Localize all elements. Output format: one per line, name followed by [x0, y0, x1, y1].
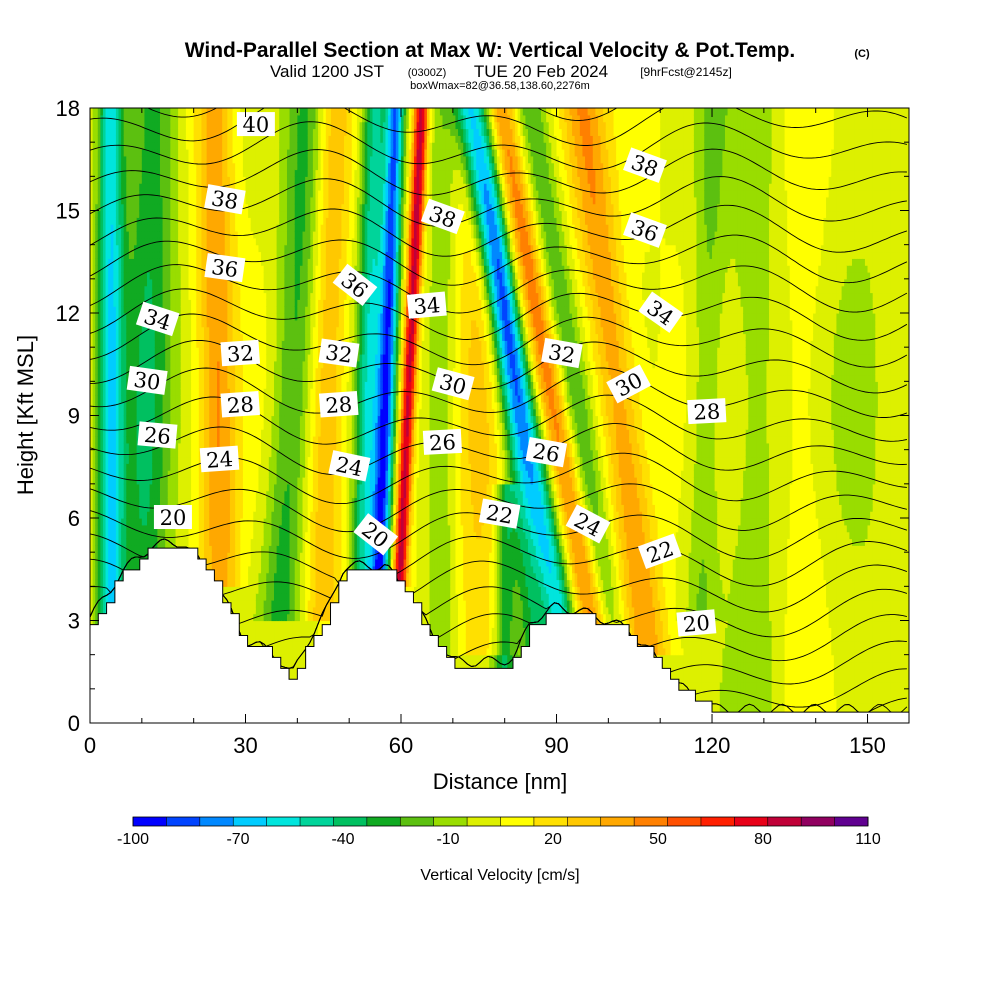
velocity-cell — [212, 101, 215, 108]
velocity-cell — [95, 101, 98, 108]
velocity-cell — [225, 101, 228, 108]
velocity-cell — [119, 101, 122, 108]
velocity-cell — [183, 101, 186, 108]
velocity-cell — [176, 101, 179, 108]
velocity-cell — [150, 101, 153, 108]
velocity-cell — [220, 101, 223, 108]
velocity-cell — [152, 101, 155, 108]
velocity-cell — [121, 101, 124, 108]
velocity-cell — [108, 101, 111, 108]
velocity-cell — [168, 101, 171, 108]
subtitle-utc: (0300Z) — [408, 67, 447, 79]
velocity-cell — [113, 101, 116, 108]
velocity-cell — [129, 101, 132, 108]
velocity-cell — [90, 101, 93, 108]
velocity-cell — [142, 101, 145, 108]
velocity-cell — [209, 101, 212, 108]
velocity-cell — [181, 101, 184, 108]
subtitle-valid: Valid 1200 JST — [270, 62, 384, 81]
velocity-cell — [160, 101, 163, 108]
velocity-cell — [188, 101, 191, 108]
velocity-cell — [131, 101, 134, 108]
velocity-cell — [111, 101, 114, 108]
velocity-cell — [116, 101, 119, 108]
velocity-cell — [163, 101, 166, 108]
velocity-cell — [199, 101, 202, 108]
velocity-cell — [173, 101, 176, 108]
velocity-cell — [98, 101, 101, 108]
subtitle-date: TUE 20 Feb 2024 — [474, 62, 608, 81]
velocity-cell — [191, 101, 194, 108]
velocity-cell — [178, 101, 181, 108]
velocity-cell — [103, 101, 106, 108]
chart-subtitle: Valid 1200 JST (0300Z) TUE 20 Feb 2024 [… — [270, 62, 732, 81]
velocity-cell — [126, 101, 129, 108]
cross-section-figure: Wind-Parallel Section at Max W: Vertical… — [0, 0, 1000, 1000]
velocity-cell — [201, 101, 204, 108]
velocity-cell — [144, 101, 147, 108]
velocity-cell — [134, 101, 137, 108]
velocity-cell — [106, 101, 109, 108]
velocity-cell — [165, 101, 168, 108]
velocity-cell — [147, 101, 150, 108]
velocity-cell — [93, 101, 96, 108]
velocity-cell — [100, 101, 103, 108]
velocity-cell — [194, 101, 197, 108]
subtitle-forecast: [9hrFcst@2145z] — [640, 65, 732, 79]
velocity-cell — [170, 101, 173, 108]
title-copyright-mark: (C) — [854, 48, 870, 60]
chart-title: Wind-Parallel Section at Max W: Vertical… — [185, 39, 796, 62]
velocity-cell — [227, 101, 230, 108]
velocity-cell — [207, 101, 210, 108]
velocity-cell — [157, 101, 160, 108]
box-wmax-info: boxWmax=82@36.58,138.60,2276m — [410, 80, 590, 92]
velocity-cell — [214, 101, 217, 108]
velocity-cell — [196, 101, 199, 108]
velocity-cell — [186, 101, 189, 108]
velocity-cell — [137, 101, 140, 108]
velocity-cell — [217, 101, 220, 108]
velocity-cell — [222, 101, 225, 108]
velocity-cell — [155, 101, 158, 108]
velocity-cell — [124, 101, 127, 108]
velocity-cell — [139, 101, 142, 108]
velocity-cell — [204, 101, 207, 108]
